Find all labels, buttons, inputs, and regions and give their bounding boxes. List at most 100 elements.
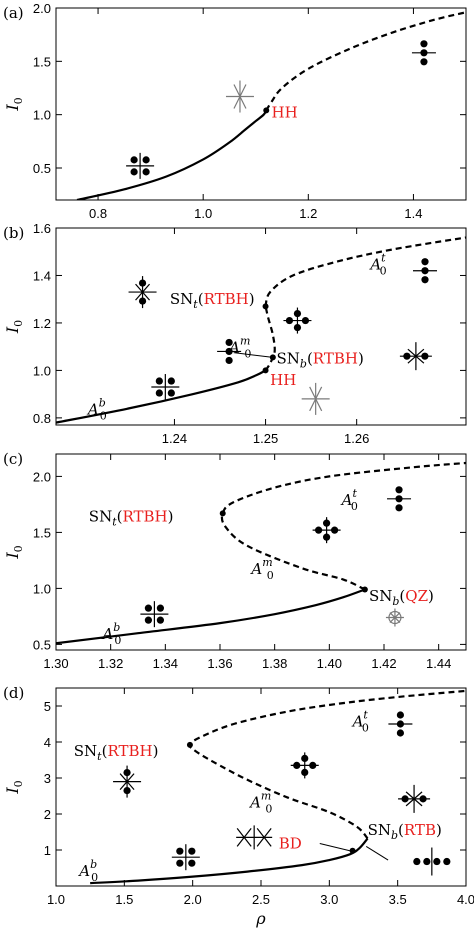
- annotation-leader-line: [365, 845, 389, 861]
- state-label-base: A: [248, 793, 261, 811]
- marker-dot: [225, 338, 233, 347]
- marker-dot: [323, 519, 331, 527]
- series-dashed-curve: [265, 11, 466, 111]
- marker-dot: [155, 377, 163, 385]
- plot-area: SNt(RTBH)SNb(QZ)At 0Am 0Ab 0: [56, 461, 466, 647]
- x-tick-label: 0.8: [89, 206, 107, 221]
- annotation-label: SNb(QZ): [369, 587, 434, 608]
- bifurcation-point: [361, 586, 368, 593]
- annotation-prefix: SN: [170, 290, 193, 308]
- y-axis-label: I0: [3, 780, 25, 794]
- annotation-sub: t: [193, 298, 198, 311]
- marker-dot: [144, 604, 152, 612]
- y-tick-label: 1.0: [33, 108, 51, 123]
- x-tick-label: 1.36: [207, 656, 232, 671]
- state-label-sub: 0: [380, 265, 387, 278]
- marker-dot: [142, 156, 150, 164]
- state-label: At 0: [368, 252, 386, 278]
- x-tick-label: 1.34: [153, 656, 178, 671]
- state-label-sup: m: [240, 335, 250, 348]
- annotation-paren: ): [436, 821, 442, 839]
- marker-dot: [421, 276, 429, 284]
- state-label-base: A: [227, 339, 240, 357]
- x-tick-label: 1.44: [426, 656, 451, 671]
- state-label: At 0: [351, 708, 369, 734]
- x-tick-label: 2.5: [252, 892, 270, 907]
- state-label-sup: b: [99, 396, 106, 409]
- y-axis-label-sub: 0: [12, 97, 25, 104]
- annotation-sub: b: [300, 358, 307, 371]
- annotation-leader-line: [233, 352, 273, 358]
- marker-dot: [315, 526, 323, 534]
- marker-dot: [130, 156, 138, 164]
- annotation-label: SNb(RTB): [368, 821, 442, 842]
- marker-dot: [176, 847, 184, 855]
- annotation-red: QZ: [405, 587, 428, 605]
- x-tick-label: 1.30: [43, 656, 68, 671]
- marker-cross_h_dots: [398, 784, 431, 813]
- y-tick-label: 0.8: [33, 411, 51, 426]
- marker-dot: [123, 787, 131, 795]
- marker-dot: [225, 347, 233, 356]
- marker-dot: [285, 316, 294, 325]
- marker-dot: [403, 352, 411, 360]
- bifurcation-point: [262, 367, 269, 374]
- state-label-sup: t: [363, 708, 368, 721]
- annotation-paren: (: [399, 587, 405, 605]
- state-label: Ab 0: [100, 621, 121, 647]
- marker-dot: [138, 297, 147, 305]
- series-dashed-curve: [264, 306, 276, 372]
- x-tick-label: 1.24: [162, 431, 187, 446]
- series-dashed-curve: [264, 236, 466, 307]
- annotation-leader-line: [319, 843, 350, 852]
- marker-dot: [130, 168, 138, 176]
- marker-dot: [156, 616, 164, 624]
- panel-label: (b): [3, 224, 24, 242]
- annotation-sub: t: [97, 750, 102, 763]
- marker-plus4: [126, 152, 155, 179]
- marker-cross_v: [301, 382, 330, 415]
- x-tick-label: 1.2: [299, 206, 317, 221]
- y-tick-label: 3: [44, 771, 51, 786]
- state-label-base: A: [368, 256, 381, 274]
- state-label-base: A: [351, 712, 364, 730]
- y-axis-label-sub: 0: [12, 780, 25, 787]
- marker-dot: [433, 857, 441, 866]
- y-tick-label: 1.2: [33, 316, 51, 331]
- annotation-sub: b: [391, 829, 398, 842]
- marker-plus4: [151, 374, 180, 401]
- marker-dot: [188, 847, 196, 855]
- annotation-paren: ): [249, 290, 255, 308]
- state-label-sup: t: [381, 252, 386, 265]
- marker-vert3: [411, 40, 436, 66]
- annotation-red: RTB: [404, 821, 436, 839]
- annotation-paren: ): [358, 350, 364, 368]
- plot-frame: [55, 227, 467, 426]
- marker-vert3_side: [387, 486, 412, 512]
- marker-dot: [156, 604, 164, 612]
- series-solid-curve: [76, 109, 268, 200]
- marker-dot: [176, 859, 184, 867]
- panel-c: (c) 1.30 1.32 1.34 1.36 1.38 1.40 1.42 1.44 0.5 1.…: [3, 450, 467, 671]
- marker-stroke: [119, 773, 135, 790]
- marker-dot: [301, 754, 309, 762]
- marker-stroke: [389, 612, 401, 623]
- marker-dot: [421, 352, 429, 360]
- marker-dot: [188, 859, 196, 867]
- y-tick-label: 1.5: [33, 525, 51, 540]
- panel-d: (d)1.0 1.5 2.0 2.5 3.0 3.5 4.012345I0ρSNt(RTBH…: [3, 684, 474, 928]
- y-axis-label: I0: [3, 320, 25, 334]
- annotation-label: HH: [270, 371, 296, 389]
- bifurcation-point: [263, 107, 270, 114]
- y-axis-label: I0: [3, 97, 25, 111]
- annotation-paren: ): [153, 742, 159, 760]
- annotation-sub: b: [392, 595, 399, 608]
- panel-label: (c): [3, 450, 23, 468]
- y-tick-label: 4: [44, 735, 51, 750]
- marker-dot: [167, 389, 175, 397]
- marker-dot: [395, 495, 403, 503]
- marker-dot: [144, 616, 152, 624]
- series-dashed-curve: [188, 689, 466, 840]
- marker-dot: [396, 729, 404, 737]
